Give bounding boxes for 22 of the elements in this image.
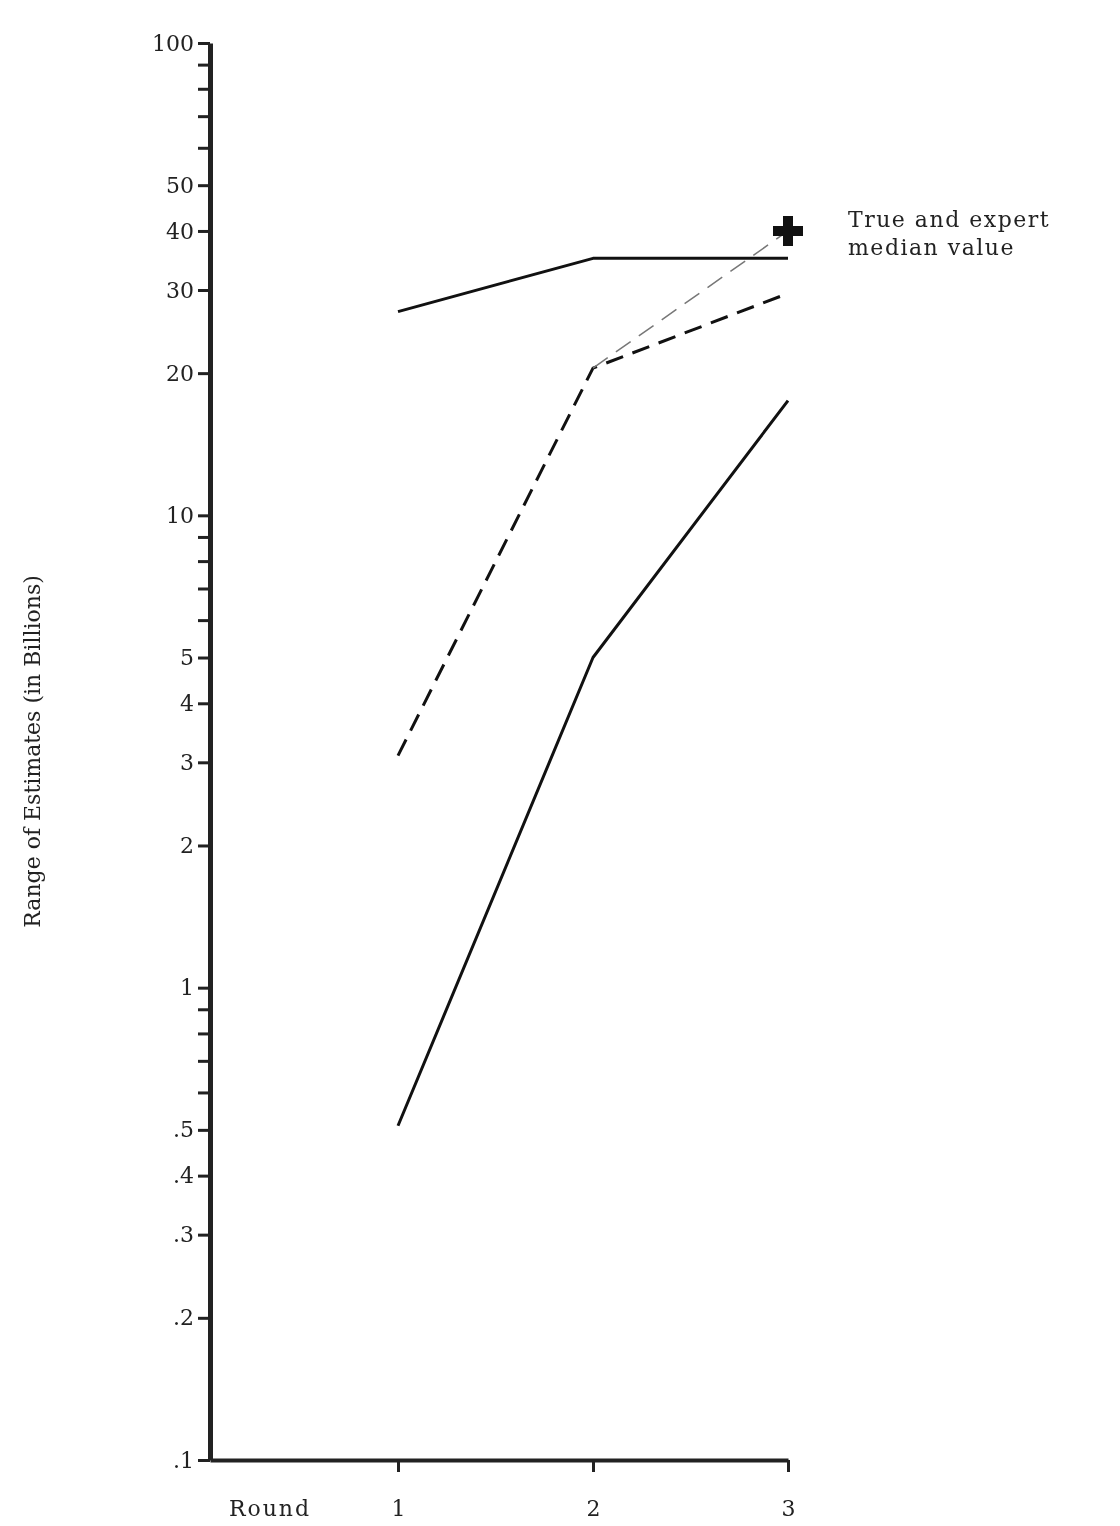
y-tick-label: 3 bbox=[180, 749, 194, 775]
y-tick-label: 1 bbox=[180, 975, 194, 1001]
x-tick-label: 2 bbox=[586, 1495, 601, 1521]
y-tick-label: .2 bbox=[173, 1305, 194, 1331]
annotation: True and expert median value bbox=[848, 206, 1051, 260]
y-tick-label: .1 bbox=[173, 1447, 194, 1473]
x-tick-label: 1 bbox=[391, 1495, 406, 1521]
x-tick-label: 3 bbox=[781, 1495, 796, 1521]
y-axis-title: Range of Estimates (in Billions) bbox=[20, 575, 45, 928]
y-tick-label: 5 bbox=[180, 645, 194, 671]
y-tick-label: 20 bbox=[166, 360, 194, 386]
y-tick-label: .3 bbox=[173, 1222, 194, 1248]
y-tick-label: .4 bbox=[173, 1163, 194, 1189]
y-tick-label: 100 bbox=[152, 30, 194, 56]
x-axis-title: Round bbox=[228, 1496, 312, 1521]
y-tick-label: .5 bbox=[173, 1117, 194, 1143]
y-tick-label: 50 bbox=[166, 172, 194, 198]
y-tick-label: 40 bbox=[166, 218, 194, 244]
y-tick-label: 2 bbox=[180, 833, 194, 859]
y-tick-label: 10 bbox=[166, 502, 194, 528]
y-tick-label: 30 bbox=[166, 277, 194, 303]
y-tick-label: 4 bbox=[180, 690, 194, 716]
